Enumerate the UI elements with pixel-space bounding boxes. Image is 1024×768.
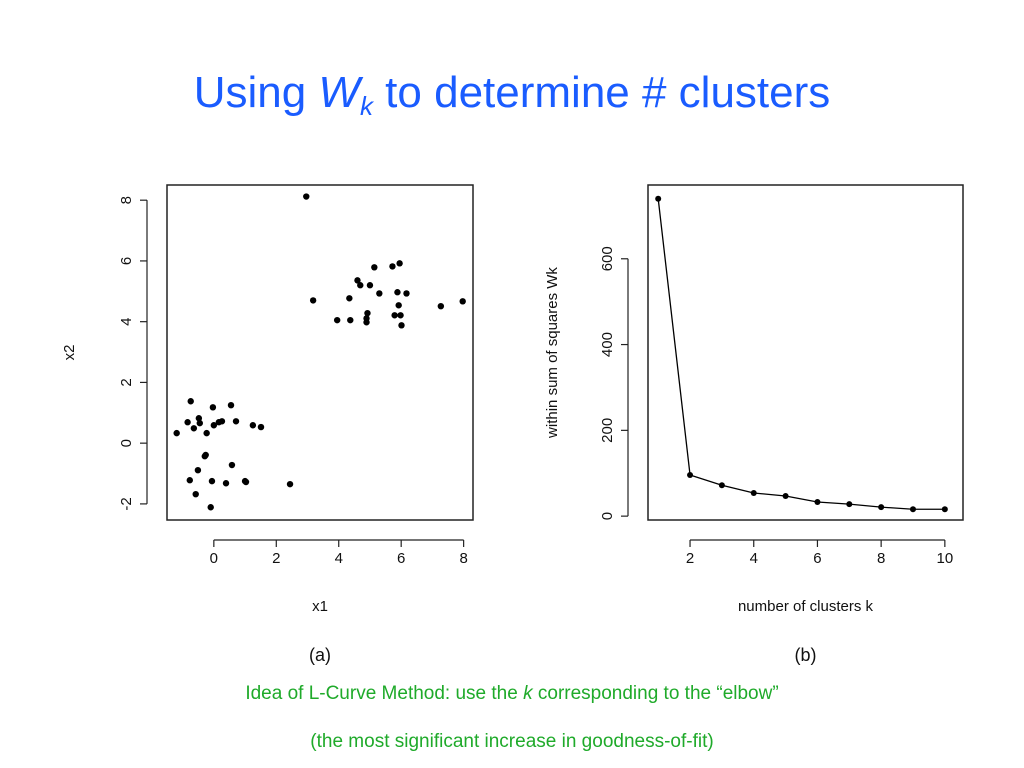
x-axis-label: number of clusters k (738, 598, 874, 615)
y-axis-label: x2 (61, 345, 78, 361)
point (201, 453, 208, 460)
point (366, 282, 374, 289)
point (184, 419, 191, 426)
x-tick-label: 2 (686, 550, 694, 567)
title-part: to determine # clusters (372, 68, 831, 117)
point (207, 504, 214, 511)
point (303, 193, 310, 200)
point (190, 425, 198, 432)
point (941, 506, 948, 513)
x-tick-label: 0 (210, 550, 218, 567)
point (354, 277, 361, 284)
point (909, 506, 916, 513)
y-tick-label: 6 (118, 257, 135, 265)
x-tick-label: 8 (877, 550, 885, 567)
point (203, 429, 210, 437)
y-tick-label: 200 (599, 418, 616, 443)
y-tick-label: -2 (118, 497, 135, 510)
x-tick-label: 8 (459, 550, 467, 567)
point (242, 478, 250, 486)
point (186, 477, 193, 484)
title-subscript: k (359, 91, 373, 121)
chart-caption: (a) (309, 645, 331, 665)
point (249, 422, 257, 429)
x-tick-label: 4 (750, 550, 758, 567)
point (232, 418, 240, 425)
point (363, 319, 370, 326)
x-tick-label: 10 (937, 550, 954, 567)
point (395, 302, 402, 309)
plot-frame (647, 184, 964, 521)
point (398, 322, 405, 329)
point (218, 418, 226, 425)
point (173, 429, 180, 437)
chart-caption: (b) (795, 645, 817, 665)
point (195, 415, 203, 422)
x-tick-label: 6 (397, 550, 405, 567)
point (389, 263, 396, 270)
point (187, 398, 194, 405)
y-tick-label: 600 (599, 246, 616, 271)
point (437, 302, 445, 310)
point (750, 489, 757, 496)
title-part: W (318, 68, 360, 117)
point (346, 295, 353, 302)
point (846, 501, 853, 508)
point (357, 282, 364, 289)
point (333, 316, 341, 324)
point (459, 298, 466, 305)
point (210, 422, 218, 429)
charts: 0 2 4 6 8 -2 0 2 4 6 8 x1 x2 (a) 2 4 6 8 10 0 200 400 600 numbe… (61, 184, 964, 665)
x-tick-label: 2 (272, 550, 280, 567)
caption-part: Idea of L-Curve Method: use the (245, 683, 524, 704)
point (718, 482, 725, 489)
y-tick-label: 4 (118, 318, 135, 326)
y-tick-label: 0 (118, 439, 135, 447)
point (364, 309, 371, 317)
line (657, 198, 945, 510)
point (391, 312, 398, 319)
y-axis-label: within sum of squares Wk (544, 267, 561, 439)
point (309, 297, 317, 304)
point (347, 316, 354, 324)
point (194, 466, 202, 474)
y-tick-label: 8 (118, 196, 135, 204)
caption: (the most significant increase in goodne… (310, 731, 714, 752)
y-tick-label: 0 (599, 512, 616, 520)
point (396, 260, 403, 267)
point (655, 195, 662, 202)
point (782, 492, 789, 499)
slide-title: Using Wk to determine # clusters (0, 68, 1024, 122)
caption: Idea of L-Curve Method: use the k corres… (0, 683, 1024, 705)
point (257, 423, 265, 431)
point (209, 404, 217, 411)
caption-part: k (523, 683, 533, 704)
point (376, 290, 383, 297)
title-part: Using (193, 68, 319, 117)
plot-frame (166, 184, 474, 521)
x-tick-label: 4 (335, 550, 343, 567)
point (394, 289, 401, 296)
point (397, 312, 404, 319)
point (228, 461, 236, 469)
point (286, 480, 294, 488)
point (222, 480, 230, 487)
caption-part: corresponding to the “elbow” (532, 683, 779, 704)
point (814, 498, 821, 505)
point (227, 401, 235, 409)
point (403, 290, 410, 297)
y-tick-label: 400 (599, 332, 616, 357)
point (196, 419, 203, 427)
point (371, 264, 378, 271)
point (687, 471, 694, 478)
x-tick-label: 6 (813, 550, 821, 567)
point (192, 490, 199, 498)
point (878, 504, 885, 511)
point (208, 477, 216, 485)
y-tick-label: 2 (118, 378, 135, 386)
x-axis-label: x1 (312, 598, 328, 615)
